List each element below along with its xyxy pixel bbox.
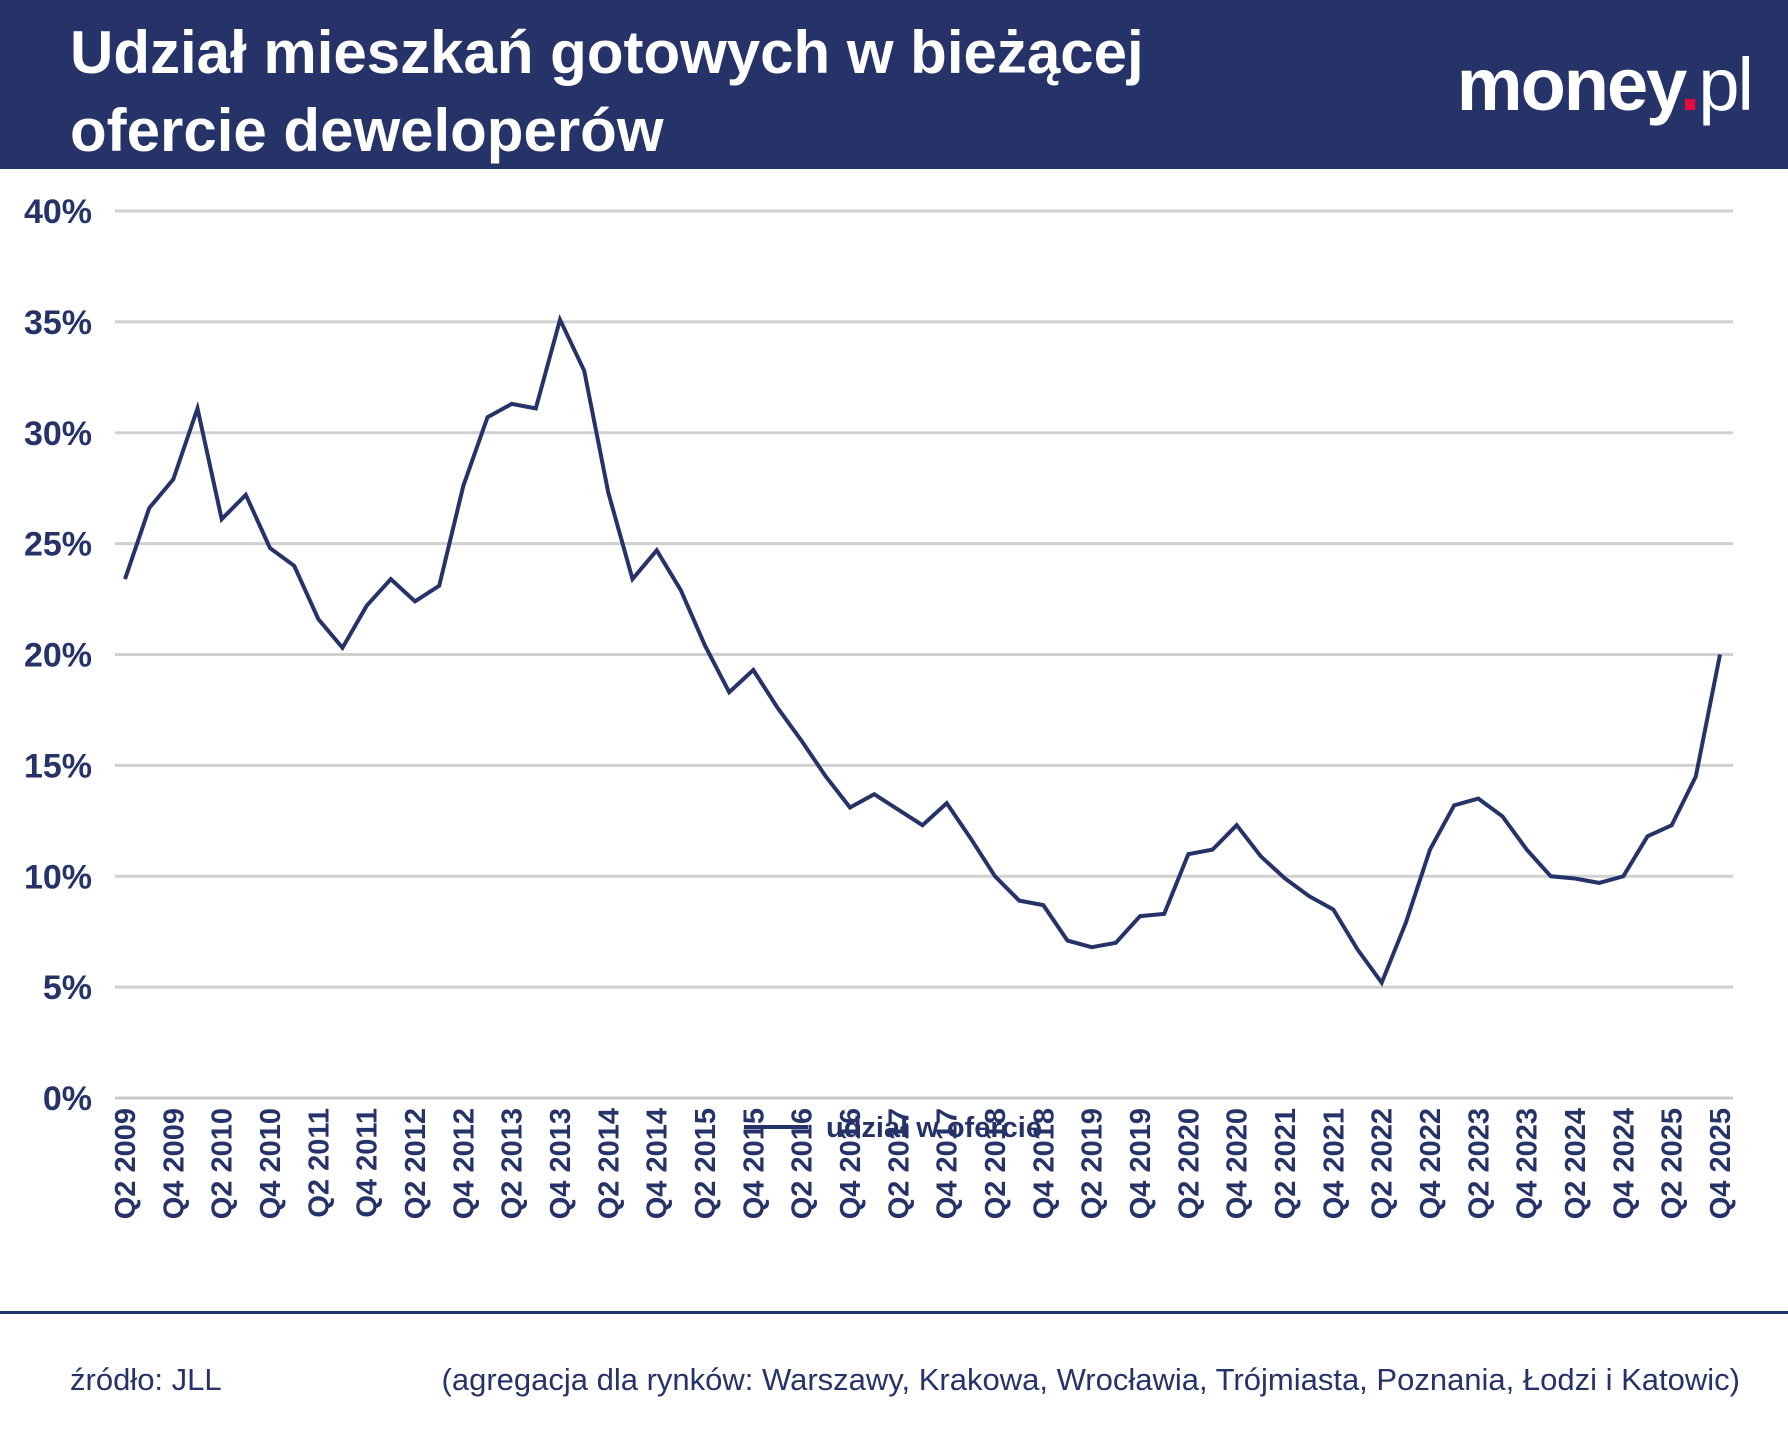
x-tick-label: Q2 2013 [497, 1108, 529, 1219]
x-tick-label: Q4 2016 [835, 1108, 867, 1219]
x-tick-label: Q2 2009 [110, 1108, 142, 1219]
x-tick-label: Q2 2015 [690, 1108, 722, 1219]
x-tick-label: Q4 2013 [545, 1108, 577, 1219]
title-line-2: ofercie deweloperów [70, 97, 664, 164]
x-tick-label: Q2 2022 [1367, 1108, 1399, 1219]
x-tick-label: Q4 2019 [1125, 1108, 1157, 1219]
x-tick-label: Q2 2018 [980, 1108, 1012, 1219]
x-tick-label: Q4 2010 [255, 1108, 287, 1219]
x-tick-label: Q2 2019 [1077, 1108, 1109, 1219]
x-tick-label: Q2 2020 [1173, 1108, 1205, 1219]
logo-dot: . [1679, 43, 1701, 126]
x-tick-label: Q4 2009 [158, 1108, 190, 1219]
y-tick-label: 40% [24, 193, 92, 231]
x-tick-label: Q4 2017 [932, 1108, 964, 1219]
x-tick-label: Q2 2011 [303, 1108, 335, 1218]
y-tick-label: 20% [24, 637, 92, 675]
x-tick-label: Q4 2014 [642, 1108, 674, 1219]
legend-label: udział w ofercie [826, 1112, 1042, 1144]
y-tick-label: 0% [43, 1080, 92, 1118]
x-tick-label: Q4 2011 [352, 1108, 384, 1218]
source-text: źródło: JLL [70, 1362, 222, 1397]
y-tick-label: 35% [24, 304, 92, 342]
brand-logo: money.pl [1456, 40, 1754, 130]
y-tick-label: 30% [24, 415, 92, 453]
x-tick-label: Q2 2012 [400, 1108, 432, 1219]
x-tick-label: Q2 2017 [883, 1108, 915, 1219]
markets-note: (agregacja dla rynków: Warszawy, Krakowa… [441, 1362, 1740, 1397]
x-tick-label: Q2 2025 [1657, 1108, 1689, 1219]
x-tick-label: Q4 2020 [1222, 1108, 1254, 1219]
y-tick-label: 25% [24, 526, 92, 564]
y-tick-label: 5% [43, 969, 92, 1007]
x-tick-label: Q2 2010 [207, 1108, 239, 1219]
x-tick-label: Q4 2015 [738, 1108, 770, 1219]
x-tick-label: Q2 2024 [1560, 1108, 1592, 1219]
page-title: Udział mieszkań gotowych w bieżącej ofer… [70, 14, 1270, 170]
x-tick-label: Q4 2012 [448, 1108, 480, 1219]
x-tick-label: Q2 2014 [593, 1108, 625, 1219]
y-tick-label: 10% [24, 858, 92, 896]
footer-divider [0, 1311, 1788, 1314]
logo-suffix: pl [1698, 43, 1754, 126]
x-tick-label: Q4 2024 [1608, 1108, 1640, 1219]
x-tick-label: Q4 2023 [1512, 1108, 1544, 1219]
logo-main: money [1456, 43, 1682, 126]
x-tick-label: Q4 2018 [1028, 1108, 1060, 1219]
x-tick-label: Q2 2023 [1463, 1108, 1495, 1219]
x-tick-label: Q2 2016 [787, 1108, 819, 1219]
y-tick-label: 15% [24, 747, 92, 785]
x-tick-label: Q4 2025 [1705, 1108, 1737, 1219]
title-line-1: Udział mieszkań gotowych w bieżącej [70, 19, 1144, 86]
x-tick-label: Q2 2021 [1270, 1108, 1302, 1219]
series-line-0 [123, 313, 1722, 987]
x-tick-label: Q4 2022 [1415, 1108, 1447, 1219]
x-tick-label: Q4 2021 [1318, 1108, 1350, 1219]
line-chart: 0% 5% 10% 15% 20% 25% 30% 35% 40% Q2 2009 Q4 2009 Q… [24, 193, 1737, 1219]
header-banner: Udział mieszkań gotowych w bieżącej ofer… [0, 0, 1788, 169]
